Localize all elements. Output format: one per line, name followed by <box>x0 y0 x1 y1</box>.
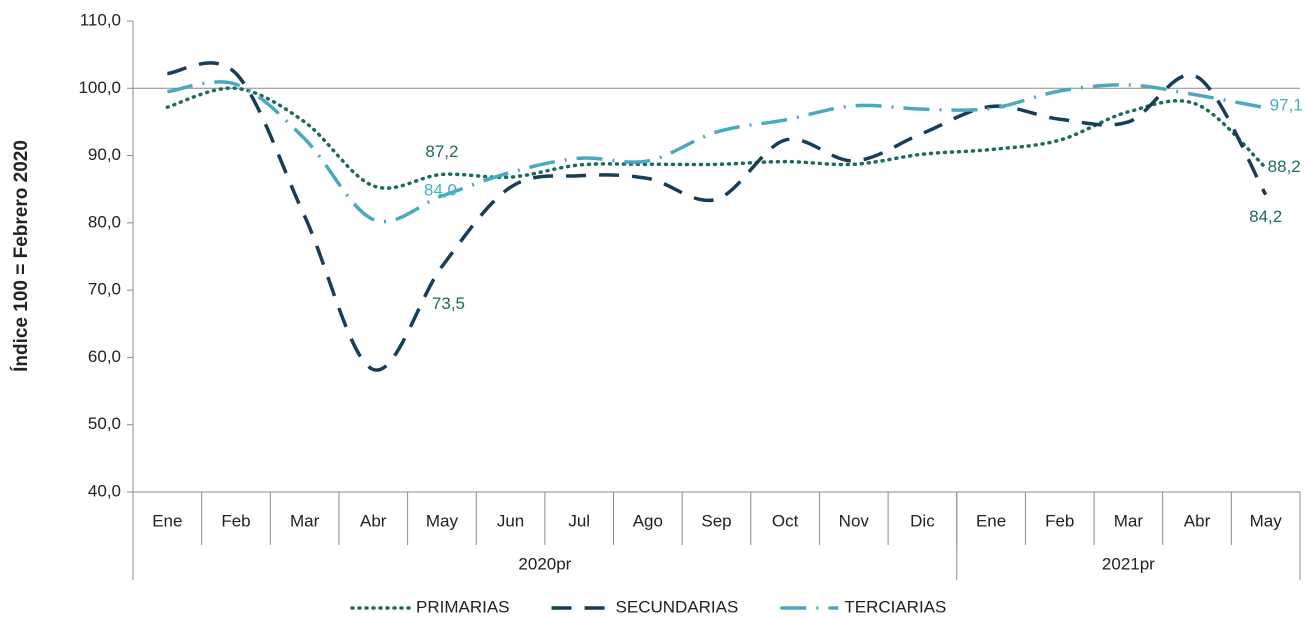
data-label: 97,1 <box>1270 95 1303 114</box>
x-tick-label: Oct <box>772 511 799 530</box>
x-tick-label: Abr <box>1184 511 1211 530</box>
data-label: 84,0 <box>424 180 457 199</box>
legend-label: PRIMARIAS <box>416 597 510 616</box>
y-tick-label: 100,0 <box>78 78 121 97</box>
x-tick-label: Ago <box>633 511 663 530</box>
y-tick-label: 70,0 <box>88 280 121 299</box>
data-label: 87,2 <box>425 142 458 161</box>
x-tick-label: Sep <box>701 511 731 530</box>
x-tick-label: May <box>426 511 459 530</box>
x-tick-label: Feb <box>1045 511 1074 530</box>
y-tick-label: 60,0 <box>88 347 121 366</box>
data-label: 88,2 <box>1268 157 1301 176</box>
data-label: 84,2 <box>1249 207 1282 226</box>
x-tick-label: Jun <box>497 511 524 530</box>
y-tick-label: 110,0 <box>80 10 121 29</box>
x-tick-label: Mar <box>1114 511 1144 530</box>
y-tick-label: 50,0 <box>88 414 121 433</box>
x-tick-label: Nov <box>839 511 870 530</box>
x-tick-label: Ene <box>976 511 1006 530</box>
x-tick-label: Dic <box>910 511 935 530</box>
x-tick-label: Feb <box>221 511 250 530</box>
legend-label: SECUNDARIAS <box>616 597 739 616</box>
series-line <box>165 86 1268 190</box>
y-tick-label: 40,0 <box>88 481 121 500</box>
x-tick-label: Mar <box>290 511 320 530</box>
x-tick-label: Abr <box>360 511 387 530</box>
x-tick-label: Jul <box>568 511 590 530</box>
group-label: 2020pr <box>518 554 571 573</box>
x-tick-label: May <box>1250 511 1283 530</box>
data-label: 73,5 <box>432 294 465 313</box>
y-axis-title: Índice 100 = Febrero 2020 <box>10 140 32 372</box>
y-tick-label: 90,0 <box>88 145 121 164</box>
y-tick-label: 80,0 <box>88 212 121 231</box>
group-label: 2021pr <box>1102 554 1155 573</box>
series-line <box>167 80 1267 224</box>
x-tick-label: Ene <box>152 511 182 530</box>
series-line <box>167 61 1268 372</box>
legend-label: TERCIARIAS <box>844 597 946 616</box>
